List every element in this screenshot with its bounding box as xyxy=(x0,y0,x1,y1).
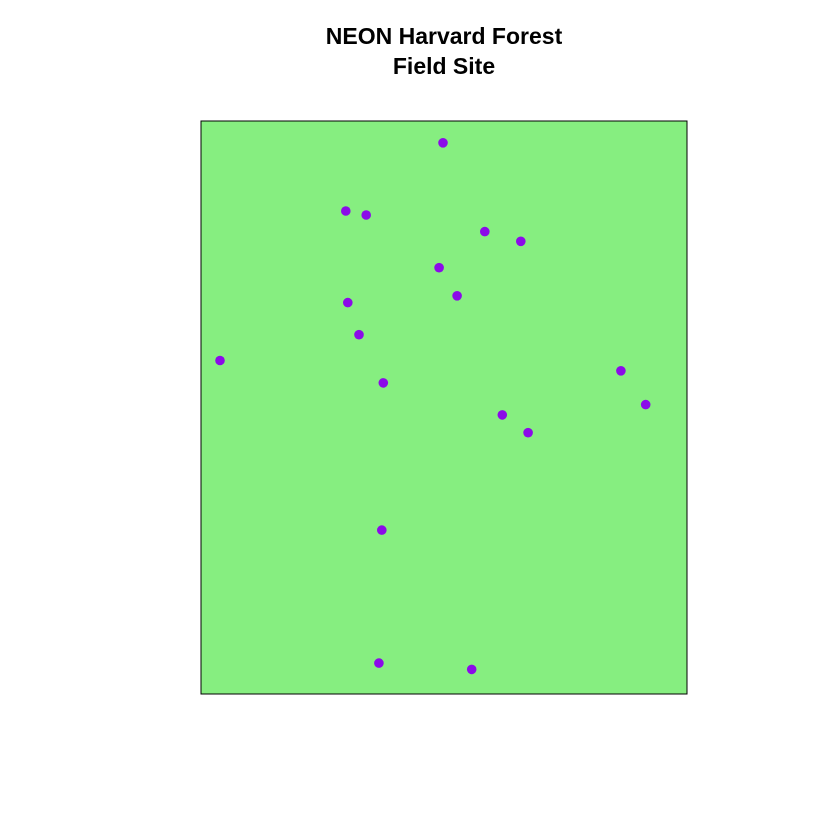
plot-point-13 xyxy=(640,399,651,410)
field-site-boundary xyxy=(200,120,688,695)
plot-point-7 xyxy=(452,291,462,301)
plot-point-4 xyxy=(480,226,490,237)
plot-point-3 xyxy=(361,210,372,220)
plot-point-6 xyxy=(434,262,444,273)
plot-point-2 xyxy=(341,206,351,216)
plot-point-10 xyxy=(215,355,225,366)
plot-point-17 xyxy=(374,658,384,668)
plot-point-1 xyxy=(438,138,448,148)
plot-points-layer xyxy=(215,138,651,675)
map-title-line-2: Field Site xyxy=(393,53,495,79)
plot-point-15 xyxy=(523,427,533,438)
plot-point-5 xyxy=(516,236,526,247)
map-title-line-1: NEON Harvard Forest xyxy=(326,23,563,49)
plot-point-8 xyxy=(343,297,353,308)
plot-point-11 xyxy=(378,378,389,388)
plot-point-16 xyxy=(377,525,387,535)
plot-point-14 xyxy=(497,410,508,420)
plot-point-12 xyxy=(616,366,626,376)
plot-point-18 xyxy=(466,664,477,675)
plot-point-9 xyxy=(354,329,364,340)
